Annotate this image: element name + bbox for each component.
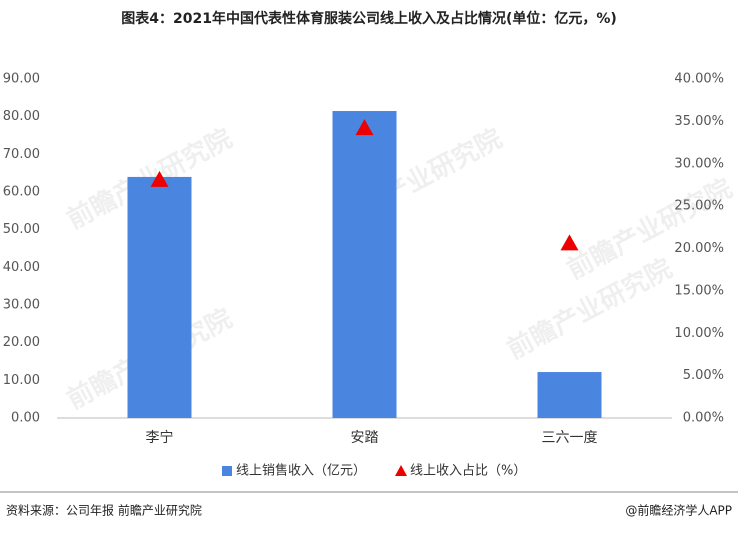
y2-tick-label: 40.00% xyxy=(674,72,724,87)
y-tick-label: 60.00 xyxy=(3,185,40,200)
y-tick-label: 30.00 xyxy=(3,298,40,313)
source: 资料来源：公司年报 前瞻产业研究院 xyxy=(6,503,202,518)
credit: @前瞻经济学人APP xyxy=(625,503,732,518)
chart-title: 图表4：2021年中国代表性体育服装公司线上收入及占比情况(单位：亿元，%) xyxy=(121,10,617,27)
y2-tick-label: 15.00% xyxy=(674,283,724,298)
bar xyxy=(537,372,602,418)
y-tick-label: 10.00 xyxy=(3,373,40,388)
x-tick-label: 安踏 xyxy=(351,430,379,446)
marker xyxy=(355,119,374,136)
y-tick-label: 50.00 xyxy=(3,222,40,237)
marker xyxy=(150,170,169,187)
y2-tick-label: 5.00% xyxy=(683,368,724,383)
bar xyxy=(127,176,192,418)
y2-tick-label: 35.00% xyxy=(674,114,724,129)
x-tick-label: 李宁 xyxy=(146,429,174,446)
y2-tick-label: 25.00% xyxy=(674,199,724,214)
legend-label: 线上收入占比（%） xyxy=(410,464,526,479)
y-tick-label: 80.00 xyxy=(3,109,40,124)
x-tick-label: 三六一度 xyxy=(542,430,598,446)
legend-swatch xyxy=(395,465,408,476)
y-tick-label: 40.00 xyxy=(3,260,40,275)
y-tick-label: 70.00 xyxy=(3,147,40,162)
y-tick-label: 0.00 xyxy=(11,411,40,426)
bar xyxy=(332,111,397,419)
marker xyxy=(560,234,579,251)
y2-tick-label: 0.00% xyxy=(683,411,724,426)
y2-tick-label: 20.00% xyxy=(674,241,724,256)
y-tick-label: 20.00 xyxy=(3,335,40,350)
y-tick-label: 90.00 xyxy=(3,72,40,87)
y2-tick-label: 30.00% xyxy=(674,156,724,171)
legend-label: 线上销售收入（亿元） xyxy=(236,463,366,479)
y2-tick-label: 10.00% xyxy=(674,326,724,341)
legend-swatch xyxy=(222,466,232,476)
